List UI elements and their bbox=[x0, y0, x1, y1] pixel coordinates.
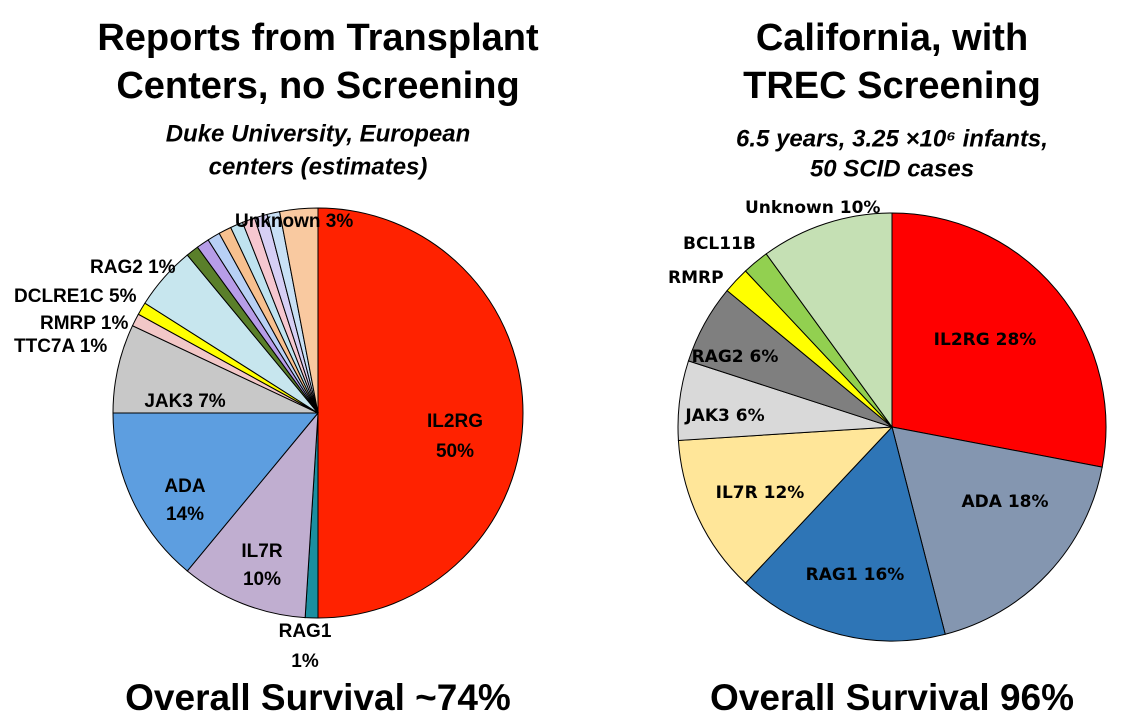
slice-value: 5% bbox=[109, 286, 137, 307]
chart-subtitle: centers (estimates) bbox=[209, 153, 428, 180]
slice-category: DCLRE1C bbox=[14, 286, 104, 307]
slice-label: RAG2 6% bbox=[692, 347, 779, 367]
slice-label: Unknown 3% bbox=[235, 211, 353, 232]
slice-category: RMRP bbox=[40, 313, 96, 334]
slice-label: RAG1 1% bbox=[279, 621, 332, 672]
slice-label: RAG2 1% bbox=[90, 257, 176, 278]
chart-title: TREC Screening bbox=[743, 65, 1041, 107]
slice-category: RAG1 bbox=[806, 565, 858, 585]
slice-category: RAG1 bbox=[279, 621, 332, 642]
slice-label: RMRP bbox=[668, 268, 724, 288]
slice-category: BCL11B bbox=[683, 234, 756, 254]
slice-label: IL2RG 28% bbox=[934, 330, 1037, 350]
slice-value: 10% bbox=[840, 198, 881, 218]
chart-title: California, with bbox=[756, 17, 1028, 59]
slice-category: RMRP bbox=[668, 268, 724, 288]
slice-value: 14% bbox=[166, 504, 204, 525]
pie-slice bbox=[317, 207, 524, 619]
slice-value: 6% bbox=[750, 347, 779, 367]
slice-label: JAK3 7% bbox=[144, 391, 225, 412]
pie-slice bbox=[677, 426, 894, 584]
pie-slice bbox=[186, 411, 319, 619]
slice-value: 50% bbox=[436, 441, 474, 462]
pie-slice bbox=[279, 207, 319, 414]
slice-value: 16% bbox=[864, 565, 905, 585]
slice-value: 1% bbox=[101, 313, 129, 334]
slice-value: 12% bbox=[764, 483, 805, 503]
slice-category: JAK3 bbox=[684, 406, 729, 426]
slice-value: 1% bbox=[148, 257, 176, 278]
slice-value: 10% bbox=[243, 569, 281, 590]
slice-label: IL2RG 50% bbox=[427, 411, 483, 462]
slice-label: TTC7A 1% bbox=[14, 336, 107, 357]
slice-label: ADA 18% bbox=[961, 492, 1048, 512]
slice-label: ADA 14% bbox=[164, 476, 205, 525]
slice-label: IL7R 10% bbox=[241, 541, 282, 590]
slice-label: RAG1 16% bbox=[806, 565, 905, 585]
pie-slice bbox=[765, 212, 893, 429]
slice-category: Unknown bbox=[745, 198, 834, 218]
slice-value: 18% bbox=[1008, 492, 1049, 512]
chart-subtitle: 50 SCID cases bbox=[810, 155, 974, 182]
slice-label: BCL11B bbox=[683, 234, 756, 254]
slice-label: DCLRE1C 5% bbox=[14, 286, 137, 307]
slice-category: RAG2 bbox=[692, 347, 744, 367]
slice-category: RAG2 bbox=[90, 257, 143, 278]
slice-value: 1% bbox=[291, 651, 319, 672]
chart-subtitle: Duke University, European bbox=[166, 120, 471, 147]
slice-category: Unknown bbox=[235, 211, 321, 232]
pie-slice bbox=[744, 425, 946, 642]
chart-title: Centers, no Screening bbox=[116, 65, 519, 107]
slice-label: IL7R 12% bbox=[716, 483, 805, 503]
slice-category: IL7R bbox=[241, 541, 282, 562]
slice-category: ADA bbox=[164, 476, 205, 497]
pie-slice bbox=[112, 412, 320, 572]
slice-category: JAK3 bbox=[144, 391, 193, 412]
slice-category: IL2RG bbox=[934, 330, 990, 350]
slice-label: JAK3 6% bbox=[684, 406, 764, 426]
pie-slice bbox=[891, 426, 1103, 635]
slice-value: 7% bbox=[198, 391, 226, 412]
pie-slice bbox=[891, 212, 1107, 468]
slice-category: ADA bbox=[961, 492, 1002, 512]
slice-value: 28% bbox=[996, 330, 1037, 350]
annotation: Overall Survival 96% bbox=[710, 677, 1074, 718]
slice-category: IL2RG bbox=[427, 411, 483, 432]
slice-label: RMRP 1% bbox=[40, 313, 128, 334]
annotation: Overall Survival ~74% bbox=[125, 677, 511, 718]
slice-value: 1% bbox=[80, 336, 108, 357]
slice-label: Unknown 10% bbox=[745, 198, 880, 218]
chart-subtitle: 6.5 years, 3.25 ×10⁶ infants, bbox=[736, 125, 1048, 152]
chart-title: Reports from Transplant bbox=[97, 17, 539, 59]
slice-value: 6% bbox=[736, 406, 765, 426]
slice-category: IL7R bbox=[716, 483, 758, 503]
slice-value: 3% bbox=[326, 211, 354, 232]
slice-category: TTC7A bbox=[14, 336, 76, 357]
